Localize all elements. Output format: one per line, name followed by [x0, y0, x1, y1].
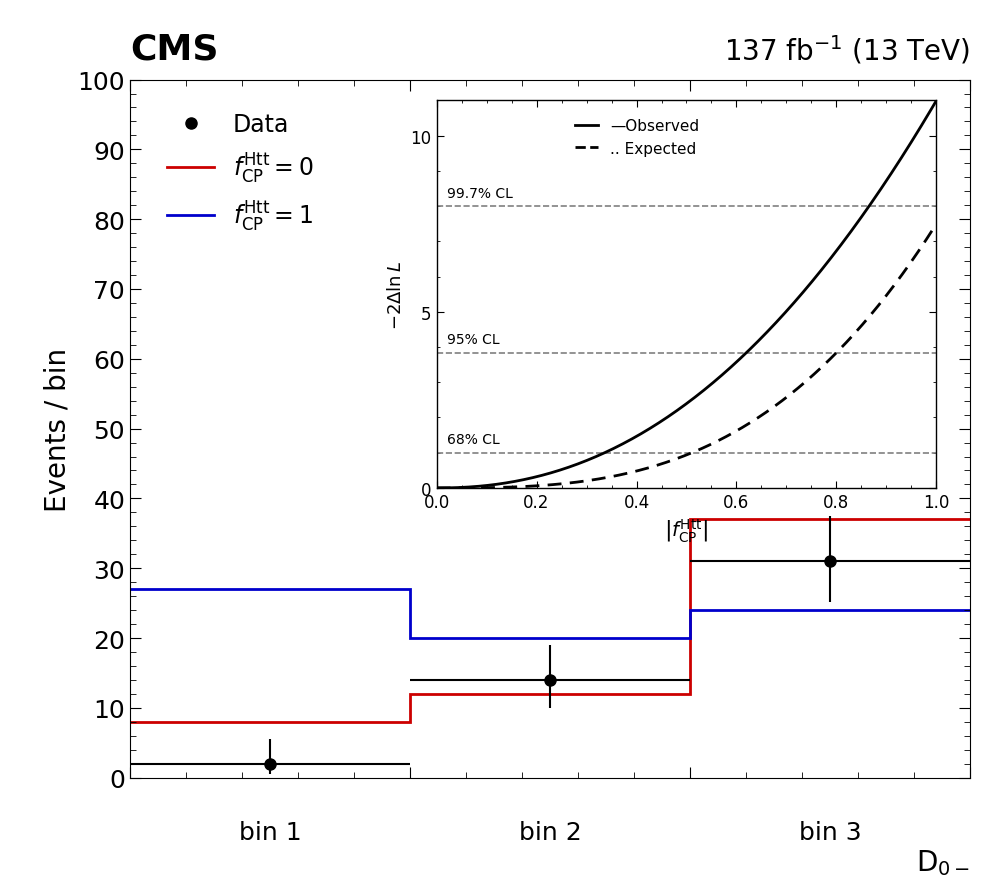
- Legend: Data, $f_{\mathrm{CP}}^{\mathrm{Htt}} = 0$, $f_{\mathrm{CP}}^{\mathrm{Htt}} = 1$: Data, $f_{\mathrm{CP}}^{\mathrm{Htt}} = …: [167, 114, 314, 233]
- Y-axis label: Events / bin: Events / bin: [44, 347, 72, 511]
- Text: D$_{0-}$: D$_{0-}$: [916, 848, 970, 877]
- Text: bin 3: bin 3: [799, 820, 861, 844]
- Text: CMS: CMS: [130, 32, 218, 66]
- Text: bin 2: bin 2: [519, 820, 581, 844]
- Text: 137 fb$^{-1}$ (13 TeV): 137 fb$^{-1}$ (13 TeV): [724, 34, 970, 66]
- Text: bin 1: bin 1: [239, 820, 301, 844]
